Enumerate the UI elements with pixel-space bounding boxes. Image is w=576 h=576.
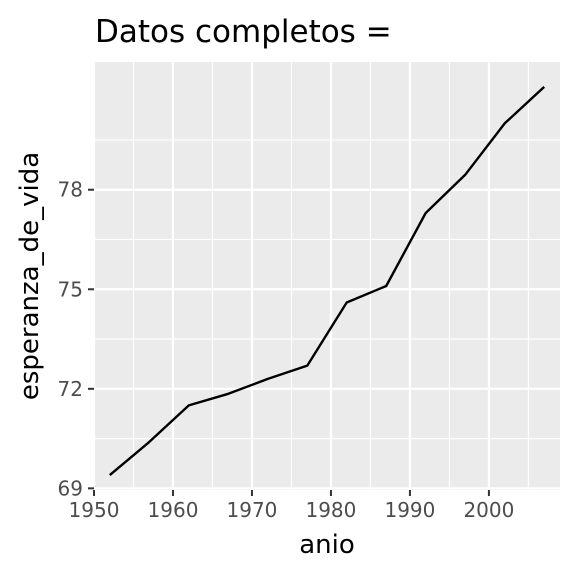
major-gridlines	[92, 62, 560, 490]
plot-panel	[94, 62, 560, 490]
x-tick-label: 1990	[384, 498, 435, 522]
x-tick-label: 2000	[463, 498, 514, 522]
y-tick-label: 75	[58, 277, 83, 301]
y-axis-title: esperanza_de_vida	[15, 152, 45, 400]
x-tick-label: 1960	[148, 498, 199, 522]
x-axis: 1950 1960 1970 1980 1990 2000	[69, 490, 514, 522]
x-tick-label: 1980	[305, 498, 356, 522]
x-tick-label: 1950	[69, 498, 120, 522]
x-tick-label: 1970	[227, 498, 278, 522]
x-axis-title: anio	[299, 530, 355, 560]
chart-title: Datos completos =	[95, 14, 392, 50]
series-layer	[109, 86, 546, 477]
y-tick-label: 69	[58, 476, 83, 500]
y-tick-label: 72	[58, 377, 83, 401]
y-tick-label: 78	[58, 178, 83, 202]
y-axis: 69 72 75 78	[58, 178, 94, 500]
minor-gridlines	[94, 62, 560, 490]
series-line	[109, 86, 546, 477]
